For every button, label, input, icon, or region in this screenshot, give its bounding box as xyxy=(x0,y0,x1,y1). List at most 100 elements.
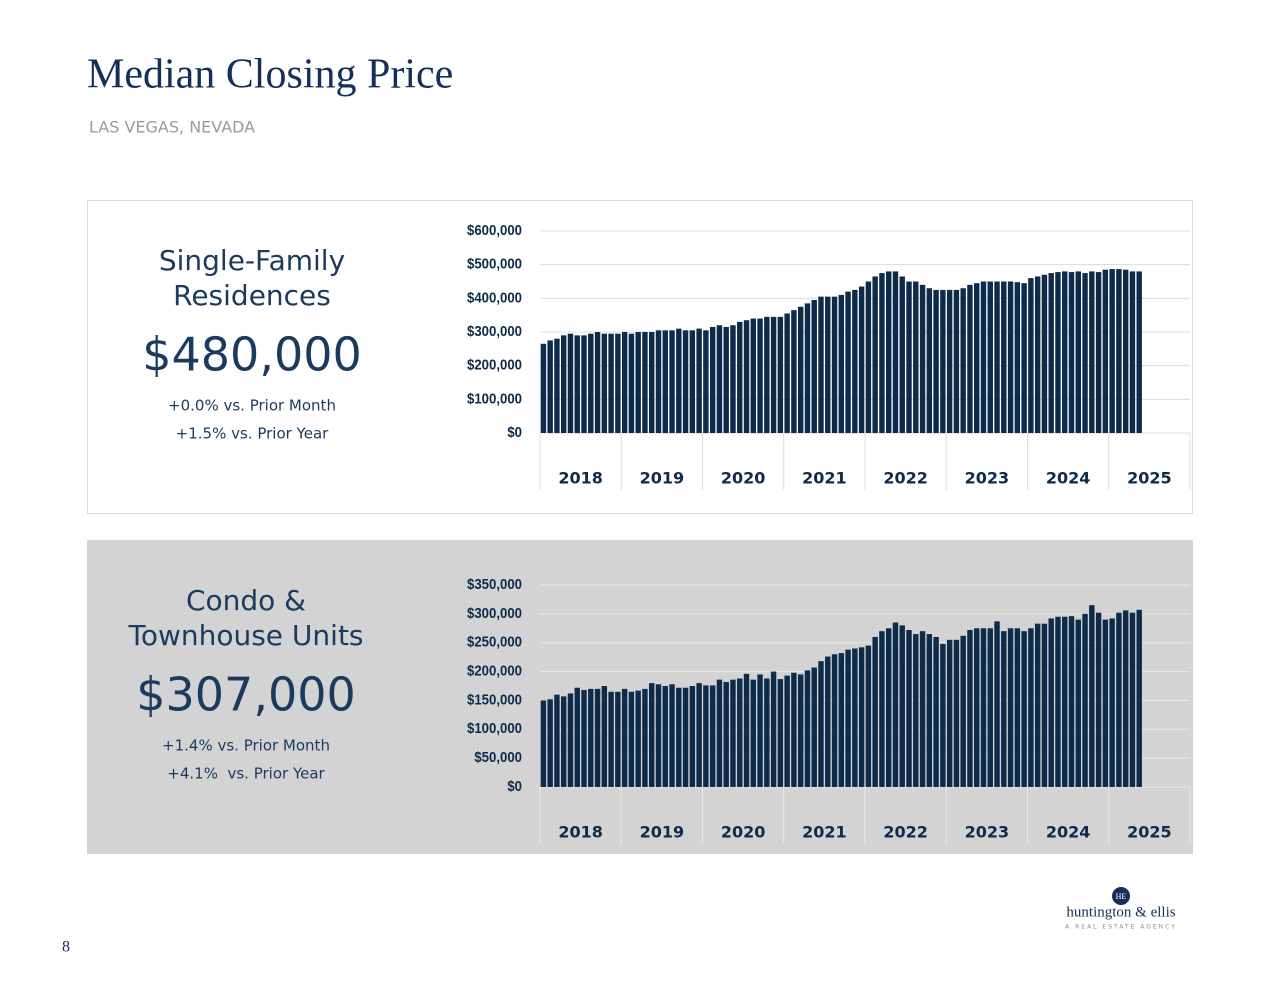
bar xyxy=(649,332,655,433)
y-tick-label: $600,000 xyxy=(467,221,522,238)
bar xyxy=(1034,623,1041,787)
x-tick-label: 2019 xyxy=(640,823,685,842)
bar xyxy=(1129,271,1136,433)
y-tick-label: $200,000 xyxy=(467,356,522,373)
bar xyxy=(852,289,858,433)
bar xyxy=(757,674,763,787)
bar xyxy=(1021,631,1027,787)
bar xyxy=(960,635,966,787)
bar xyxy=(588,333,594,433)
bar xyxy=(953,639,960,787)
bar xyxy=(1001,281,1007,433)
bar xyxy=(906,281,912,433)
bar xyxy=(879,631,885,787)
bar xyxy=(831,654,838,787)
bar xyxy=(540,700,547,787)
bar xyxy=(1055,272,1061,433)
bar xyxy=(1122,269,1129,433)
bar xyxy=(967,630,973,787)
bar xyxy=(709,326,716,433)
bar xyxy=(838,294,845,433)
x-tick-label: 2021 xyxy=(802,823,847,842)
bar xyxy=(547,699,553,787)
bar xyxy=(703,685,709,787)
bar xyxy=(1007,281,1014,433)
bar xyxy=(581,335,587,433)
y-tick-label: $250,000 xyxy=(467,633,522,650)
bar xyxy=(791,310,797,433)
subtitle: LAS VEGAS, NEVADA xyxy=(89,118,255,137)
logo-monogram: HE xyxy=(1116,892,1127,901)
bar xyxy=(554,338,560,433)
bar xyxy=(797,306,804,433)
y-tick-label: $0 xyxy=(507,423,522,440)
title: Median Closing Price xyxy=(87,52,453,98)
panel-change: +1.4% vs. Prior Month xyxy=(162,737,330,755)
x-tick-label: 2024 xyxy=(1046,469,1091,488)
bar xyxy=(1102,269,1109,433)
bar xyxy=(811,300,817,433)
bar xyxy=(601,333,608,433)
panel-heading: Residences xyxy=(173,279,331,312)
bar xyxy=(1116,612,1122,787)
x-tick-label: 2025 xyxy=(1127,823,1172,842)
bar xyxy=(858,286,865,433)
bar xyxy=(1122,610,1129,787)
bar xyxy=(838,653,845,787)
bar xyxy=(567,333,574,433)
bar xyxy=(1116,269,1122,433)
x-tick-label: 2025 xyxy=(1127,469,1172,488)
bar xyxy=(946,289,953,433)
bar xyxy=(696,683,702,787)
bar xyxy=(885,271,892,433)
bar xyxy=(615,333,621,433)
bar xyxy=(865,645,872,787)
bar xyxy=(737,678,743,787)
bar xyxy=(804,303,811,433)
bar xyxy=(919,284,926,433)
bar xyxy=(1028,278,1034,433)
bar xyxy=(689,686,696,787)
bar xyxy=(946,639,953,787)
bar xyxy=(655,684,662,787)
bar xyxy=(987,281,993,433)
bar xyxy=(967,284,973,433)
bar xyxy=(581,690,587,787)
bar xyxy=(1014,628,1021,787)
bar xyxy=(770,671,777,787)
bar xyxy=(716,325,723,433)
bar xyxy=(926,634,933,787)
bar xyxy=(980,628,987,787)
bar xyxy=(547,340,553,433)
bar xyxy=(1034,276,1041,433)
bar xyxy=(1089,271,1095,433)
bar xyxy=(1007,628,1014,787)
bar xyxy=(1095,272,1102,433)
bar xyxy=(1062,616,1068,787)
bar xyxy=(1109,269,1115,433)
panel-price: $480,000 xyxy=(142,328,362,382)
bar xyxy=(974,283,980,433)
bar xyxy=(1068,272,1075,433)
logo-mark xyxy=(1112,887,1130,905)
bar xyxy=(628,333,635,433)
bar xyxy=(743,320,750,433)
bar xyxy=(980,281,987,433)
bar xyxy=(655,330,662,433)
bar xyxy=(858,647,865,787)
bar xyxy=(777,316,784,433)
bar xyxy=(628,691,635,787)
bar xyxy=(730,679,736,787)
bar xyxy=(716,679,723,787)
bar xyxy=(845,291,851,433)
bar xyxy=(825,296,831,433)
bar xyxy=(885,628,892,787)
y-tick-label: $150,000 xyxy=(467,691,522,708)
bar xyxy=(669,684,675,787)
bar xyxy=(567,693,574,787)
bar xyxy=(933,636,939,787)
bar xyxy=(913,634,919,787)
bar xyxy=(1048,618,1054,787)
bar xyxy=(994,281,1000,433)
